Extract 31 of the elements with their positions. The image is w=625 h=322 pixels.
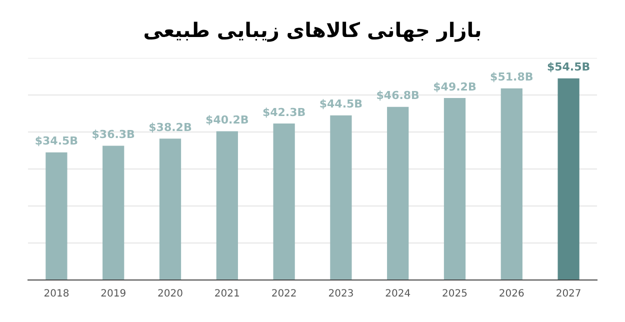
data-label: $38.2B — [148, 121, 192, 134]
data-label: $40.2B — [206, 114, 249, 127]
bar — [216, 131, 238, 280]
bar — [46, 152, 68, 280]
data-label: $36.3B — [92, 128, 135, 142]
data-label: $34.5B — [34, 134, 78, 148]
bar — [330, 115, 352, 280]
chart-title: بازار جهانی کالاهای زیبایی طبیعی — [142, 17, 483, 44]
x-tick-label: 2021 — [214, 288, 240, 300]
data-label: $44.5B — [319, 98, 363, 111]
bar — [273, 123, 295, 280]
bar — [159, 138, 182, 280]
data-label: $46.8B — [376, 89, 420, 102]
data-label: $42.3B — [262, 106, 306, 119]
bar — [444, 98, 466, 280]
x-tick-label: 2025 — [442, 288, 468, 300]
x-tick-label: 2018 — [44, 288, 70, 300]
x-tick-label: 2022 — [271, 288, 297, 300]
x-tick-label: 2024 — [385, 288, 411, 300]
x-tick-label: 2026 — [498, 288, 524, 300]
x-tick-label: 2023 — [328, 288, 354, 300]
x-tick-label: 2019 — [100, 288, 126, 300]
bar — [558, 78, 580, 280]
bar — [500, 88, 522, 280]
x-tick-label: 2027 — [556, 288, 582, 300]
data-label: $49.2B — [433, 80, 476, 94]
x-tick-label: 2020 — [158, 288, 183, 300]
data-label: $51.8B — [490, 70, 534, 84]
bar — [387, 106, 409, 280]
data-label: $54.5B — [546, 60, 590, 74]
bar — [102, 146, 124, 280]
